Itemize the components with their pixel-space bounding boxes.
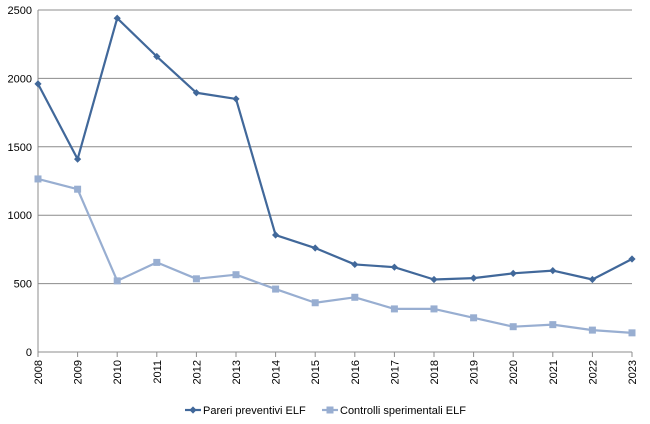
x-tick-label: 2014 xyxy=(271,360,283,384)
x-tick-label: 2018 xyxy=(429,360,441,384)
data-point xyxy=(470,274,478,282)
data-point xyxy=(34,175,42,183)
data-point xyxy=(74,155,82,163)
data-point xyxy=(311,299,319,307)
data-point xyxy=(430,305,438,313)
data-point xyxy=(192,89,200,97)
data-point xyxy=(430,275,438,284)
x-tick-label: 2011 xyxy=(152,360,164,384)
x-tick-label: 2016 xyxy=(350,360,362,384)
legend-marker xyxy=(189,406,197,414)
data-point xyxy=(232,95,240,103)
gridlines xyxy=(38,9,632,285)
y-tick-label: 0 xyxy=(26,347,32,359)
data-point xyxy=(272,231,280,239)
series-square xyxy=(34,175,636,337)
data-point xyxy=(74,185,82,193)
x-tick-label: 2022 xyxy=(587,360,599,384)
y-axis-ticks: 0 500 1000 1500 2000 2500 xyxy=(8,5,32,359)
legend: Pareri preventivi ELF Controlli speriment… xyxy=(185,405,466,417)
data-point xyxy=(351,260,359,269)
data-point xyxy=(390,305,398,313)
data-point xyxy=(588,275,596,284)
legend-marker xyxy=(326,406,334,414)
data-point xyxy=(272,285,280,293)
data-point xyxy=(549,321,557,329)
x-tick-label: 2017 xyxy=(389,360,401,384)
data-point xyxy=(153,258,161,266)
data-point xyxy=(390,263,398,271)
x-tick-label: 2009 xyxy=(73,360,85,384)
data-point xyxy=(232,271,240,279)
data-point xyxy=(113,14,121,22)
data-point xyxy=(34,80,42,88)
legend-item: Pareri preventivi ELF xyxy=(185,405,306,417)
x-axis-ticks: 2008 2009 2010 2011 2012 2013 2014 2015 2016 2017… xyxy=(33,352,639,384)
x-tick-label: 2012 xyxy=(191,360,203,384)
x-tick-label: 2023 xyxy=(627,360,639,384)
data-point xyxy=(351,293,359,301)
data-point xyxy=(470,314,478,322)
y-tick-label: 2500 xyxy=(8,5,32,17)
legend-label: Pareri preventivi ELF xyxy=(203,405,306,417)
x-tick-label: 2015 xyxy=(310,360,322,384)
data-point xyxy=(192,275,200,283)
data-point xyxy=(628,329,636,337)
x-tick-label: 2020 xyxy=(508,360,520,384)
legend-item: Controlli sperimentali ELF xyxy=(322,405,466,417)
y-tick-label: 1500 xyxy=(8,142,32,154)
x-tick-label: 2008 xyxy=(33,360,45,384)
y-tick-label: 2000 xyxy=(8,73,32,85)
legend-label: Controlli sperimentali ELF xyxy=(340,405,466,417)
data-point xyxy=(113,277,121,285)
x-tick-label: 2021 xyxy=(548,360,560,384)
series-line xyxy=(37,177,633,334)
data-point xyxy=(509,269,517,277)
data-point xyxy=(588,326,596,334)
y-tick-label: 500 xyxy=(14,279,32,291)
series-group xyxy=(34,14,636,337)
y-tick-label: 1000 xyxy=(8,210,32,222)
data-point xyxy=(628,255,636,263)
data-point xyxy=(509,323,517,331)
series-diamond xyxy=(34,14,636,284)
data-point xyxy=(549,267,557,275)
series-line xyxy=(37,17,633,281)
data-point xyxy=(311,244,319,252)
x-tick-label: 2010 xyxy=(112,360,124,384)
data-point xyxy=(153,52,161,61)
x-tick-label: 2013 xyxy=(231,360,243,384)
x-tick-label: 2019 xyxy=(469,360,481,384)
